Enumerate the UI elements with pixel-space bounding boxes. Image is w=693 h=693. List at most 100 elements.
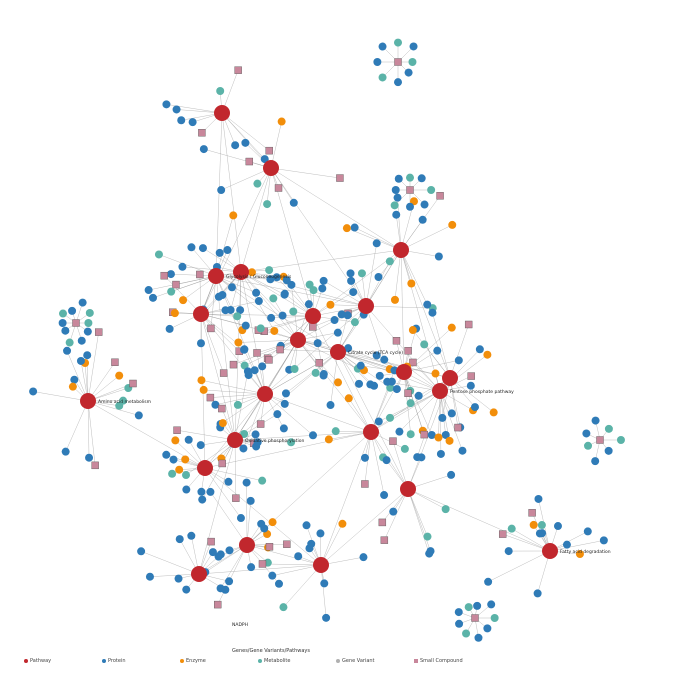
edge bbox=[148, 275, 217, 291]
protein-node bbox=[475, 345, 484, 354]
small-compound-node bbox=[232, 494, 240, 502]
edge bbox=[365, 305, 441, 392]
small-compound-node bbox=[380, 536, 389, 544]
edge bbox=[204, 467, 263, 481]
small-compound-node bbox=[253, 349, 261, 357]
edge bbox=[262, 563, 322, 566]
protein-node bbox=[174, 574, 183, 583]
metabolite-node bbox=[537, 521, 546, 530]
protein-node bbox=[438, 413, 447, 422]
edge bbox=[198, 439, 236, 575]
edge bbox=[215, 112, 223, 277]
node-label: Oxidative phosphorylation bbox=[245, 438, 305, 444]
protein-node bbox=[175, 535, 184, 544]
protein-node bbox=[162, 450, 171, 459]
enzyme-node bbox=[448, 220, 457, 229]
edge bbox=[432, 312, 451, 379]
pathway-node bbox=[227, 432, 243, 448]
metabolite-node bbox=[400, 444, 409, 453]
edge bbox=[200, 313, 236, 441]
protein-node bbox=[380, 355, 389, 364]
metabolite-node bbox=[490, 614, 499, 622]
small-compound-node bbox=[361, 480, 369, 488]
protein-node bbox=[316, 529, 325, 538]
protein-node bbox=[61, 447, 70, 456]
edge bbox=[320, 431, 372, 566]
edge bbox=[141, 551, 200, 575]
protein-node bbox=[239, 444, 248, 453]
protein-node bbox=[148, 293, 157, 302]
node-label: Citrate cycle (TCA cycle) bbox=[348, 350, 403, 356]
edge bbox=[337, 351, 451, 379]
edge bbox=[200, 167, 272, 315]
protein-node bbox=[484, 577, 493, 586]
edge bbox=[152, 275, 217, 299]
edge bbox=[365, 305, 433, 309]
protein-node bbox=[372, 351, 381, 360]
edge bbox=[370, 431, 385, 496]
protein-node bbox=[330, 316, 339, 325]
protein-node bbox=[395, 427, 404, 436]
protein-node bbox=[266, 275, 275, 284]
edge bbox=[387, 381, 441, 392]
protein-node bbox=[359, 553, 368, 562]
edge bbox=[392, 441, 409, 490]
edge bbox=[87, 400, 139, 416]
pathway-node bbox=[191, 566, 207, 582]
metabolite-node bbox=[309, 286, 318, 295]
metabolite-node bbox=[394, 38, 402, 47]
edge bbox=[234, 439, 237, 499]
protein-node bbox=[252, 288, 261, 297]
enzyme-node bbox=[431, 369, 440, 378]
small-compound-node bbox=[404, 347, 412, 355]
enzyme-node bbox=[218, 419, 227, 428]
enzyme-node bbox=[447, 323, 456, 332]
edge bbox=[215, 393, 266, 405]
protein-node bbox=[466, 381, 475, 390]
protein-node bbox=[134, 411, 143, 420]
pathway-node bbox=[290, 332, 306, 348]
protein-node bbox=[58, 319, 67, 327]
metabolite-node bbox=[168, 469, 177, 478]
protein-node bbox=[241, 138, 250, 147]
node-label: Fatty acid degradation bbox=[560, 549, 611, 555]
metabolite-node bbox=[279, 603, 288, 612]
protein-node bbox=[392, 210, 401, 219]
enzyme-node bbox=[408, 326, 417, 335]
small-compound-node bbox=[283, 540, 291, 548]
protein-node bbox=[267, 313, 276, 322]
edge bbox=[240, 271, 367, 307]
pathway-node bbox=[214, 105, 230, 121]
protein-node bbox=[304, 300, 313, 309]
edge bbox=[149, 573, 200, 577]
enzyme-node bbox=[407, 279, 416, 288]
protein-node bbox=[85, 453, 94, 462]
protein-node bbox=[211, 400, 220, 409]
protein-node bbox=[251, 430, 260, 439]
protein-node bbox=[274, 579, 283, 588]
protein-node bbox=[426, 547, 435, 556]
protein-node bbox=[198, 495, 207, 504]
small-compound-node bbox=[245, 157, 254, 166]
edge bbox=[246, 431, 372, 546]
small-compound-node bbox=[409, 358, 417, 367]
edge bbox=[240, 271, 266, 395]
protein-node bbox=[533, 589, 542, 598]
edge bbox=[283, 564, 322, 608]
edge bbox=[210, 491, 248, 546]
protein-node bbox=[347, 276, 356, 285]
legend-label: Small Compound bbox=[420, 658, 463, 664]
edge bbox=[365, 261, 391, 307]
edge bbox=[238, 339, 299, 343]
small-compound-swatch bbox=[414, 659, 418, 663]
protein-node bbox=[382, 456, 391, 465]
pathway-node bbox=[358, 298, 374, 314]
protein-node bbox=[391, 186, 400, 194]
protein-node bbox=[360, 453, 369, 462]
protein-node bbox=[287, 280, 296, 289]
pathway-node bbox=[80, 393, 96, 409]
protein-node bbox=[604, 446, 613, 455]
protein-node bbox=[242, 478, 251, 487]
protein-node bbox=[308, 431, 317, 440]
edge bbox=[439, 390, 463, 451]
